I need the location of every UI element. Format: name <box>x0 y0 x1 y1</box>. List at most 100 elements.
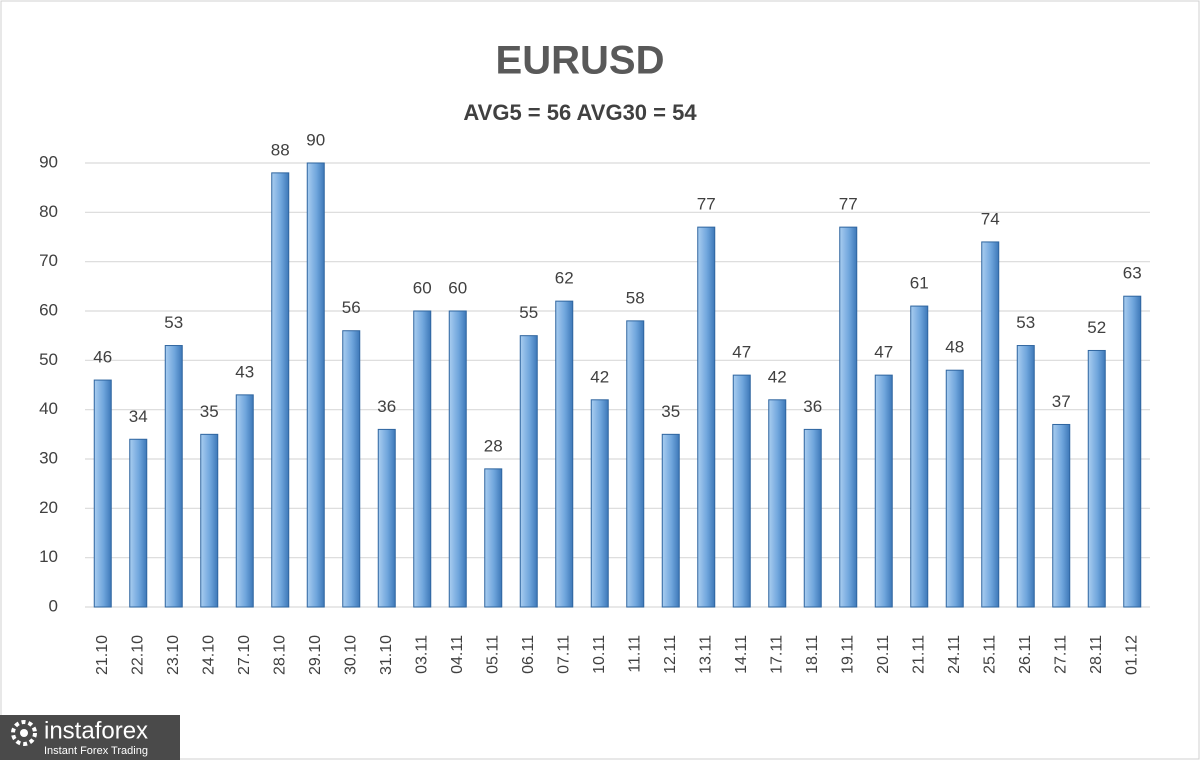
data-label: 62 <box>555 269 574 288</box>
bar <box>555 300 574 608</box>
y-tick-label: 70 <box>39 251 58 270</box>
x-tick-label: 04.11 <box>449 635 466 674</box>
bar <box>93 379 112 608</box>
x-tick-label: 27.10 <box>236 635 253 675</box>
bar <box>910 305 929 608</box>
x-tick-label: 24.11 <box>946 635 963 674</box>
x-tick-label: 18.11 <box>804 635 821 674</box>
data-label: 58 <box>626 288 645 307</box>
bar <box>164 345 183 608</box>
bar <box>874 374 893 608</box>
data-label: 56 <box>342 298 361 317</box>
x-tick-label: 24.10 <box>200 635 217 675</box>
logo: instaforex Instant Forex Trading <box>0 715 180 760</box>
logo-icon <box>11 720 37 746</box>
bar <box>626 320 645 608</box>
bar <box>768 399 787 608</box>
data-label: 42 <box>768 367 787 386</box>
bar <box>1052 423 1071 608</box>
bar <box>129 438 148 608</box>
bar <box>1016 345 1035 608</box>
chart-subtitle: AVG5 = 56 AVG30 = 54 <box>463 100 697 125</box>
x-tick-label: 26.11 <box>1017 635 1034 674</box>
x-tick-label: 23.10 <box>165 635 182 675</box>
y-tick-label: 80 <box>39 202 58 221</box>
x-tick-label: 14.11 <box>733 635 750 674</box>
y-tick-label: 90 <box>39 152 58 171</box>
x-tick-label: 17.11 <box>768 635 785 674</box>
bar <box>590 399 609 608</box>
bar <box>306 162 325 608</box>
y-tick-label: 10 <box>39 547 58 566</box>
data-label: 55 <box>519 303 538 322</box>
bar <box>413 310 432 608</box>
bar <box>484 468 503 608</box>
bar <box>342 330 361 608</box>
data-label: 63 <box>1123 264 1142 283</box>
x-tick-label: 01.12 <box>1123 635 1140 675</box>
data-label: 53 <box>164 313 183 332</box>
data-label: 46 <box>93 348 112 367</box>
data-label: 35 <box>200 402 219 421</box>
bar <box>945 369 964 608</box>
data-label: 34 <box>129 407 148 426</box>
bar <box>803 428 822 608</box>
bar <box>1087 349 1106 608</box>
y-tick-label: 60 <box>39 300 58 319</box>
data-label: 60 <box>413 278 432 297</box>
x-tick-label: 21.11 <box>910 635 927 674</box>
x-tick-label: 07.11 <box>555 635 572 674</box>
logo-icon <box>20 729 28 737</box>
data-label: 48 <box>945 338 964 357</box>
x-tick-label: 03.11 <box>413 635 430 674</box>
data-label: 28 <box>484 436 503 455</box>
logo-tagline: Instant Forex Trading <box>44 745 148 757</box>
data-label: 36 <box>377 397 396 416</box>
y-tick-label: 40 <box>39 399 58 418</box>
y-tick-label: 30 <box>39 448 58 467</box>
x-tick-label: 29.10 <box>307 635 324 675</box>
data-label: 53 <box>1016 313 1035 332</box>
data-label: 35 <box>661 402 680 421</box>
x-tick-label: 05.11 <box>484 635 501 674</box>
x-tick-label: 31.10 <box>378 635 395 675</box>
bar <box>448 310 467 608</box>
bar <box>661 433 680 608</box>
y-tick-label: 50 <box>39 350 58 369</box>
data-label: 43 <box>235 362 254 381</box>
x-tick-label: 21.10 <box>94 635 111 675</box>
bar <box>519 335 538 608</box>
x-tick-label: 10.11 <box>591 635 608 674</box>
data-label: 88 <box>271 140 290 159</box>
x-tick-label: 22.10 <box>129 635 146 675</box>
data-label: 90 <box>306 130 325 149</box>
bar <box>839 226 858 608</box>
bar <box>377 428 396 608</box>
x-tick-label: 28.11 <box>1088 635 1105 674</box>
data-label: 47 <box>874 343 893 362</box>
data-label: 60 <box>448 278 467 297</box>
data-label: 77 <box>697 195 716 214</box>
bar <box>732 374 751 608</box>
data-label: 42 <box>590 367 609 386</box>
data-label: 36 <box>803 397 822 416</box>
x-tick-label: 30.10 <box>342 635 359 675</box>
x-tick-label: 06.11 <box>520 635 537 674</box>
logo-brand: instaforex <box>44 717 148 744</box>
data-label: 47 <box>732 343 751 362</box>
data-label: 74 <box>981 209 1000 228</box>
bar <box>697 226 716 608</box>
y-tick-label: 0 <box>49 596 58 615</box>
x-tick-label: 13.11 <box>697 635 714 674</box>
data-label: 77 <box>839 195 858 214</box>
x-tick-label: 12.11 <box>662 635 679 674</box>
x-tick-label: 20.11 <box>875 635 892 674</box>
bar <box>200 433 219 608</box>
bar <box>271 172 290 608</box>
x-tick-label: 11.11 <box>626 635 643 673</box>
x-tick-label: 28.10 <box>271 635 288 675</box>
x-tick-label: 19.11 <box>839 635 856 674</box>
data-label: 37 <box>1052 392 1071 411</box>
